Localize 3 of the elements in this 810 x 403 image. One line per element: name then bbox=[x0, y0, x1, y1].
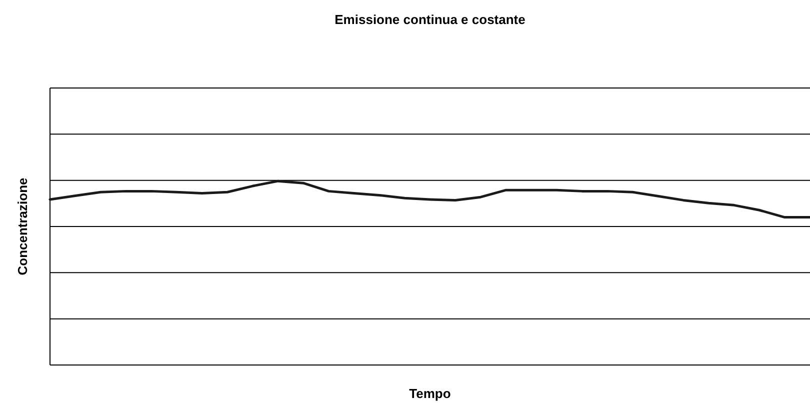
y-axis-title: Concentrazione bbox=[15, 178, 30, 276]
chart-title: Emissione continua e costante bbox=[334, 12, 526, 27]
x-axis-title: Tempo bbox=[409, 386, 451, 401]
